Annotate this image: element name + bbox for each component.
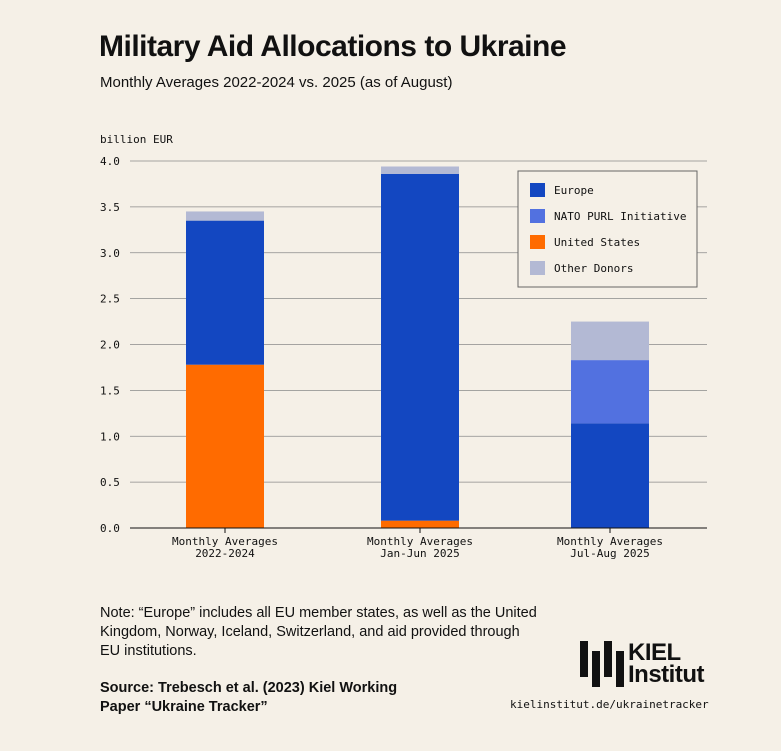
legend-swatch: [530, 209, 545, 223]
bar-united-states-2: [381, 520, 459, 528]
source-citation: Source: Trebesch et al. (2023) Kiel Work…: [100, 680, 398, 715]
logo-line-kiel: KIEL: [628, 639, 681, 666]
x-tick-label: 2022-2024: [195, 547, 255, 560]
bar-united-states-1: [186, 364, 264, 528]
x-tick-label: Monthly Averages: [172, 535, 278, 548]
legend-label: Europe: [554, 184, 594, 197]
legend-swatch: [530, 235, 545, 249]
kiel-institut-logo[interactable]: KIEL Institut: [580, 641, 704, 687]
bar-nato-purl-initiative-3: [571, 360, 649, 424]
y-axis-label: billion EUR: [100, 133, 173, 146]
kiel-logo-icon: [580, 641, 624, 687]
bar-other-donors-3: [571, 321, 649, 361]
y-tick-label: 0.0: [100, 522, 120, 535]
y-tick-label: 3.5: [100, 201, 120, 214]
y-tick-label: 1.0: [100, 430, 120, 443]
bar-europe-3: [571, 423, 649, 528]
y-tick-label: 4.0: [100, 155, 120, 168]
x-tick-label: Jul-Aug 2025: [570, 547, 649, 560]
y-tick-label: 2.5: [100, 293, 120, 306]
x-tick-label: Monthly Averages: [367, 535, 473, 548]
footnote: Note: “Europe” includes all EU member st…: [100, 605, 537, 659]
x-tick-label: Monthly Averages: [557, 535, 663, 548]
logo-line-institut: Institut: [628, 661, 704, 688]
legend-label: United States: [554, 236, 640, 249]
y-tick-label: 2.0: [100, 339, 120, 352]
bar-other-donors-1: [186, 211, 264, 221]
y-tick-label: 0.5: [100, 476, 120, 489]
legend-label: Other Donors: [554, 262, 633, 275]
stacked-bar-chart: billion EUR 0.0 0.5 1.0 1.5 2.0 2.5 3.0 3.5 4.0 Mo…: [100, 133, 707, 560]
bar-other-donors-2: [381, 166, 459, 174]
logo-wordmark: KIEL Institut: [628, 639, 704, 688]
legend-box: [517, 170, 698, 288]
tracker-url-link[interactable]: kielinstitut.de/ukrainetracker: [510, 698, 709, 711]
legend-label: NATO PURL Initiative: [554, 210, 686, 223]
x-tick-label: Jan-Jun 2025: [380, 547, 459, 560]
legend-swatch: [530, 261, 545, 275]
y-tick-label: 1.5: [100, 384, 120, 397]
legend-swatch: [530, 183, 545, 197]
chart-subtitle: Monthly Averages 2022-2024 vs. 2025 (as …: [100, 74, 453, 91]
bar-europe-1: [186, 220, 264, 365]
bar-europe-2: [381, 173, 459, 521]
chart-title: Military Aid Allocations to Ukraine: [99, 30, 567, 63]
y-tick-label: 3.0: [100, 247, 120, 260]
